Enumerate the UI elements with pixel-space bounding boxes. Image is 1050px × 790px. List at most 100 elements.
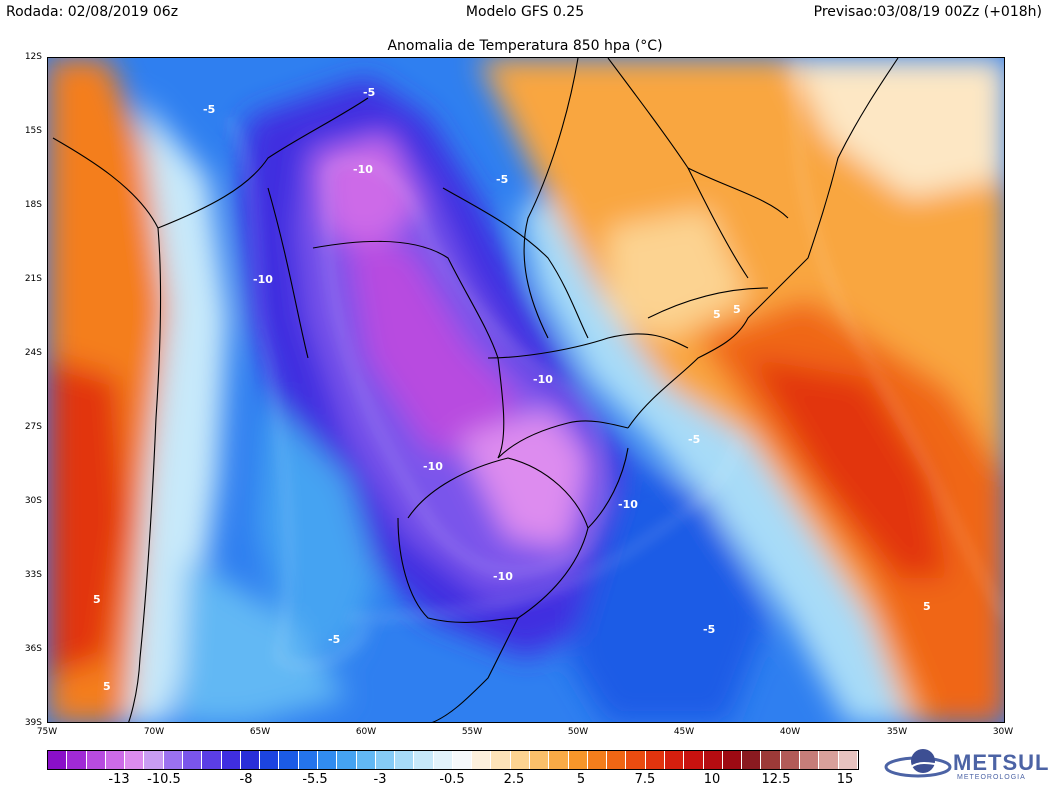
colorbar-swatch	[819, 751, 839, 769]
colorbar-swatch	[414, 751, 434, 769]
colorbar-swatch	[742, 751, 762, 769]
colorbar-swatch	[240, 751, 261, 769]
lat-label: 36S	[24, 644, 42, 654]
colorbar-swatch	[337, 751, 357, 769]
lon-label: 70W	[143, 727, 165, 737]
lon-label: 45W	[673, 727, 695, 737]
lat-label: 24S	[24, 348, 42, 358]
colorbar-swatch	[607, 751, 627, 769]
lon-label: 75W	[36, 727, 58, 737]
contour-label: -5	[703, 623, 715, 636]
map-title: Anomalia de Temperatura 850 hpa (°C)	[387, 38, 663, 54]
colorbar-swatch	[182, 751, 203, 769]
colorbar-swatch	[144, 751, 164, 769]
colorbar-swatch	[86, 751, 106, 769]
lat-label: 27S	[24, 422, 42, 432]
colorbar-swatch	[472, 751, 492, 769]
colorbar	[47, 750, 859, 770]
colorbar-swatch	[48, 751, 68, 769]
lat-label: 33S	[24, 570, 42, 580]
contour-label: 5	[103, 680, 111, 693]
lat-label: 15S	[24, 126, 42, 136]
colorbar-swatch	[645, 751, 665, 769]
colorbar-swatch	[105, 751, 126, 769]
lat-label: 18S	[24, 200, 42, 210]
colorbar-label: -13	[108, 772, 130, 787]
colorbar-swatch	[799, 751, 820, 769]
contour-label: -5	[688, 433, 700, 446]
lon-label: 30W	[992, 727, 1014, 737]
temperature-anomaly-map: -5 -5 -10 -5 -10 -10 -10 -10 -10 -5 -5 -5 5 5 5 5 5	[47, 57, 1005, 723]
colorbar-swatch	[549, 751, 569, 769]
colorbar-label: -10.5	[147, 772, 181, 787]
contour-label: -10	[618, 498, 638, 511]
lat-label: 39S	[24, 718, 42, 728]
lon-label: 55W	[461, 727, 483, 737]
colorbar-label: 15	[836, 772, 854, 787]
colorbar-swatch	[510, 751, 531, 769]
colorbar-swatch	[491, 751, 511, 769]
lon-label: 60W	[355, 727, 377, 737]
colorbar-label: -0.5	[439, 772, 465, 787]
colorbar-label: 10	[703, 772, 721, 787]
lon-label: 50W	[567, 727, 589, 737]
colorbar-swatch	[298, 751, 318, 769]
contour-label: -5	[328, 633, 340, 646]
colorbar-label: -3	[373, 772, 387, 787]
lon-label: 35W	[886, 727, 908, 737]
colorbar-swatch	[722, 751, 743, 769]
colorbar-swatch	[260, 751, 280, 769]
contour-label: -10	[493, 570, 513, 583]
colorbar-swatch	[67, 751, 87, 769]
forecast-valid-label: Previsao:03/08/19 00Zz (+018h)	[813, 4, 1042, 20]
contour-label: 5	[713, 308, 721, 321]
lat-label: 12S	[24, 52, 42, 62]
logo-subtitle: METEOROLOGIA	[957, 774, 1026, 781]
colorbar-label: -5.5	[302, 772, 328, 787]
colorbar-swatch	[163, 751, 183, 769]
colorbar-swatch	[452, 751, 473, 769]
contour-label: -10	[253, 273, 273, 286]
colorbar-swatch	[221, 751, 241, 769]
colorbar-label: 12.5	[761, 772, 791, 787]
colorbar-swatch	[761, 751, 781, 769]
colorbar-swatch	[665, 751, 685, 769]
colorbar-swatch	[568, 751, 588, 769]
lon-label: 65W	[249, 727, 271, 737]
colorbar-swatch	[375, 751, 396, 769]
lat-label: 21S	[24, 274, 42, 284]
colorbar-swatch	[780, 751, 800, 769]
lon-label: 40W	[779, 727, 801, 737]
colorbar-swatch	[395, 751, 415, 769]
metsul-logo-icon	[884, 749, 952, 778]
colorbar-swatch	[530, 751, 550, 769]
contour-label: 5	[923, 600, 931, 613]
colorbar-swatch	[317, 751, 338, 769]
colorbar-swatch	[684, 751, 704, 769]
colorbar-swatch	[356, 751, 376, 769]
contour-label: -5	[363, 86, 375, 99]
colorbar-label: 2.5	[503, 772, 525, 787]
colorbar-swatch	[587, 751, 608, 769]
lat-label: 30S	[24, 496, 42, 506]
colorbar-swatch	[838, 751, 858, 769]
contour-label: -10	[353, 163, 373, 176]
colorbar-swatch	[703, 751, 723, 769]
colorbar-swatch	[279, 751, 299, 769]
contour-label: 5	[93, 593, 101, 606]
colorbar-label: 7.5	[634, 772, 656, 787]
colorbar-swatch	[626, 751, 646, 769]
colorbar-swatch	[125, 751, 145, 769]
colorbar-swatch	[433, 751, 453, 769]
run-date-label: Rodada: 02/08/2019 06z	[6, 4, 179, 20]
contour-label: -5	[203, 103, 215, 116]
contour-label: -10	[423, 460, 443, 473]
contour-label: -5	[496, 173, 508, 186]
colorbar-label: -8	[239, 772, 253, 787]
contour-label: -10	[533, 373, 553, 386]
colorbar-label: 5	[576, 772, 586, 787]
contour-label: 5	[733, 303, 741, 316]
logo-name: METSUL	[953, 750, 1050, 775]
